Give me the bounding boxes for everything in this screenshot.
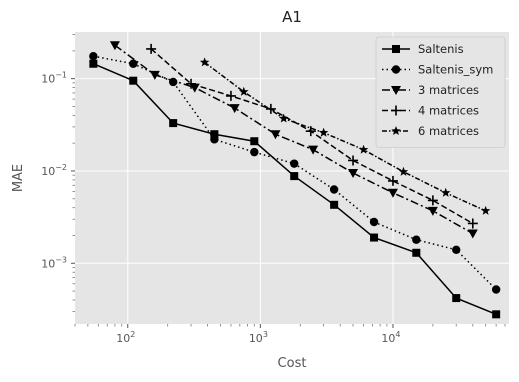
data-point-6-matrices bbox=[440, 187, 451, 197]
series-3-matrices bbox=[109, 41, 478, 239]
legend-box bbox=[375, 36, 506, 148]
data-point-saltenis-sym bbox=[491, 285, 501, 294]
legend-label-saltenis-sym: Saltenis_sym bbox=[418, 63, 493, 77]
data-point-3-matrices bbox=[229, 104, 240, 114]
legend-marker-4-matrices bbox=[391, 105, 401, 116]
data-point-4-matrices bbox=[146, 43, 157, 54]
legend-label-saltenis: Saltenis bbox=[418, 42, 464, 56]
data-point-saltenis-sym bbox=[452, 245, 461, 254]
x-axis-label: Cost bbox=[278, 356, 307, 371]
data-point-4-matrices bbox=[225, 90, 236, 101]
data-point-saltenis-sym bbox=[369, 217, 379, 227]
data-point-3-matrices bbox=[467, 229, 478, 239]
data-point-4-matrices bbox=[467, 218, 478, 229]
data-point-saltenis-sym bbox=[250, 147, 259, 157]
y-axis-label: MAE bbox=[11, 164, 26, 192]
data-point-saltenis bbox=[290, 172, 299, 181]
legend-marker-6-matrices bbox=[391, 126, 401, 136]
series-line-6-matrices bbox=[204, 61, 486, 212]
data-point-saltenis-sym bbox=[210, 135, 219, 144]
x-tick-label: 102 bbox=[116, 330, 135, 345]
series-saltenis bbox=[89, 59, 501, 319]
series-saltenis-sym bbox=[89, 51, 501, 294]
data-point-saltenis bbox=[129, 76, 138, 85]
series-4-matrices bbox=[146, 43, 478, 229]
data-point-saltenis-sym bbox=[89, 51, 98, 61]
series-line-3-matrices bbox=[114, 44, 474, 235]
legend: Saltenis Saltenis_sym 3 matrices 4 matrices… bbox=[375, 36, 506, 148]
data-point-4-matrices bbox=[427, 195, 438, 206]
x-tick-label: 103 bbox=[249, 330, 268, 345]
data-point-4-matrices bbox=[186, 78, 197, 89]
data-point-saltenis bbox=[330, 200, 339, 209]
axis-ticks: 102 103 104 10−3 10−2 10−1 bbox=[41, 34, 506, 345]
series-group bbox=[89, 41, 501, 319]
data-point-6-matrices bbox=[358, 144, 369, 154]
series-6-matrices bbox=[199, 57, 491, 215]
data-point-saltenis bbox=[412, 248, 421, 257]
data-point-saltenis bbox=[370, 233, 379, 242]
data-point-saltenis bbox=[210, 130, 219, 139]
data-point-3-matrices bbox=[427, 206, 438, 216]
data-point-saltenis bbox=[452, 294, 461, 303]
y-tick-label: 10−1 bbox=[41, 71, 67, 86]
data-point-saltenis bbox=[89, 59, 98, 68]
data-point-3-matrices bbox=[149, 70, 160, 80]
data-point-4-matrices bbox=[348, 155, 359, 166]
data-point-3-matrices bbox=[348, 169, 359, 179]
y-tick-label: 10−2 bbox=[41, 163, 67, 178]
data-point-6-matrices bbox=[199, 57, 210, 67]
data-point-saltenis-sym bbox=[129, 59, 138, 68]
legend-marker-saltenis-sym bbox=[391, 65, 401, 74]
data-point-6-matrices bbox=[318, 127, 329, 137]
data-point-6-matrices bbox=[398, 166, 409, 176]
data-point-6-matrices bbox=[480, 205, 491, 215]
data-point-saltenis-sym bbox=[412, 235, 421, 244]
data-point-saltenis-sym bbox=[290, 159, 299, 168]
legend-label-4-matrices: 4 matrices bbox=[418, 104, 479, 118]
data-point-saltenis bbox=[169, 119, 178, 128]
x-tick-label: 104 bbox=[381, 330, 400, 345]
legend-marker-saltenis bbox=[392, 45, 400, 53]
data-point-3-matrices bbox=[387, 188, 398, 198]
legend-label-3-matrices: 3 matrices bbox=[418, 83, 479, 97]
chart-title: A1 bbox=[282, 8, 302, 26]
data-point-4-matrices bbox=[305, 126, 316, 137]
data-point-6-matrices bbox=[278, 113, 289, 123]
data-point-3-matrices bbox=[270, 130, 281, 140]
legend-label-6-matrices: 6 matrices bbox=[418, 124, 479, 138]
data-point-saltenis bbox=[492, 310, 501, 319]
data-point-4-matrices bbox=[387, 175, 398, 186]
y-tick-label: 10−3 bbox=[41, 255, 67, 270]
legend-marker-3-matrices bbox=[391, 86, 401, 95]
data-point-saltenis bbox=[250, 137, 259, 146]
data-point-4-matrices bbox=[265, 103, 276, 114]
data-point-3-matrices bbox=[109, 41, 120, 51]
data-point-6-matrices bbox=[239, 86, 249, 96]
data-point-3-matrices bbox=[308, 145, 319, 155]
data-point-saltenis-sym bbox=[329, 185, 339, 194]
